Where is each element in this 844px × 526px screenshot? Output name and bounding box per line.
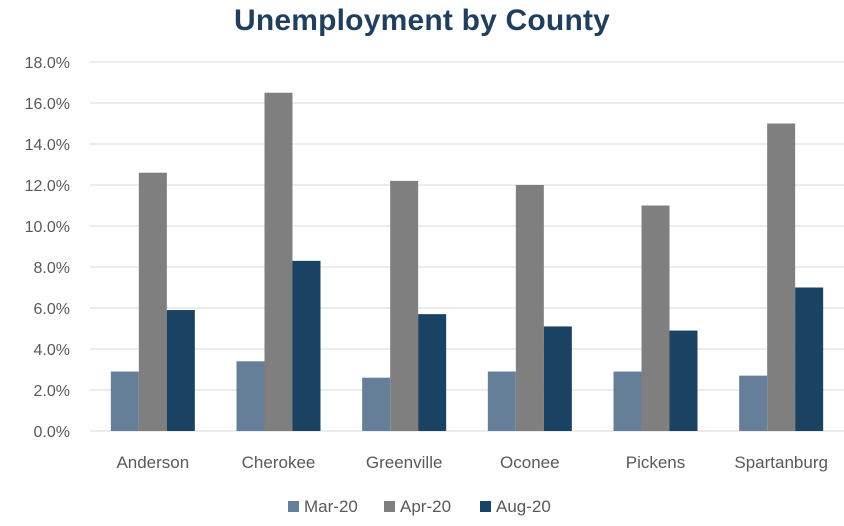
bar-aug-20 (543, 326, 572, 431)
legend-label: Apr-20 (400, 497, 451, 516)
legend-label: Aug-20 (496, 497, 551, 516)
bar-mar-20 (739, 375, 768, 431)
x-tick-label: Anderson (116, 453, 189, 472)
x-tick-label: Spartanburg (734, 453, 828, 472)
y-tick-label: 0.0% (34, 424, 70, 441)
legend-label: Mar-20 (304, 497, 358, 516)
bar-aug-20 (292, 260, 321, 431)
bar-mar-20 (236, 361, 265, 431)
y-tick-label: 6.0% (34, 301, 70, 318)
bar-apr-20 (390, 180, 419, 431)
bar-aug-20 (418, 314, 447, 431)
bar-mar-20 (613, 371, 642, 431)
bar-apr-20 (767, 123, 796, 431)
y-tick-label: 14.0% (25, 137, 70, 154)
y-tick-label: 10.0% (25, 219, 70, 236)
bar-aug-20 (669, 330, 698, 431)
legend-swatch (384, 501, 395, 512)
bar-apr-20 (641, 205, 670, 431)
x-tick-label: Greenville (366, 453, 443, 472)
bar-mar-20 (110, 371, 139, 431)
y-tick-label: 12.0% (25, 178, 70, 195)
y-tick-label: 4.0% (34, 342, 70, 359)
y-tick-label: 16.0% (25, 96, 70, 113)
chart-title: Unemployment by County (233, 4, 611, 37)
bar-mar-20 (362, 377, 391, 431)
bar-aug-20 (795, 287, 824, 431)
x-tick-label: Pickens (626, 453, 686, 472)
x-tick-label: Oconee (500, 453, 560, 472)
legend-swatch (288, 501, 299, 512)
bar-apr-20 (515, 185, 544, 431)
bar-apr-20 (264, 92, 293, 431)
x-tick-label: Cherokee (242, 453, 316, 472)
legend-swatch (480, 501, 491, 512)
bar-mar-20 (487, 371, 516, 431)
y-tick-label: 8.0% (34, 260, 70, 277)
bar-apr-20 (138, 172, 167, 431)
y-tick-label: 18.0% (25, 55, 70, 72)
y-tick-label: 2.0% (34, 383, 70, 400)
bar-aug-20 (166, 310, 195, 431)
